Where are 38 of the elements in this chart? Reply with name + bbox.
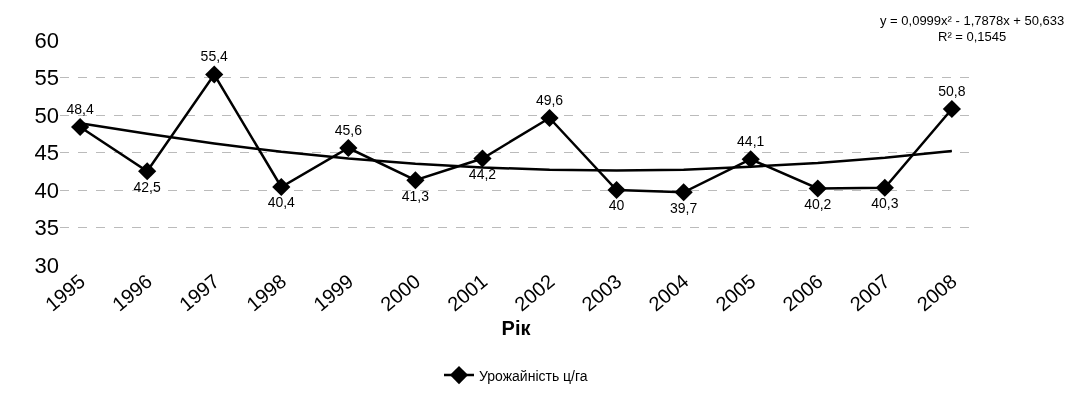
x-axis-title: Рік <box>501 317 532 340</box>
text: y = 0,0999x² - 1,7878x + 50,633 <box>880 13 1065 28</box>
point <box>339 138 358 158</box>
y-tick-label: 55 <box>34 65 59 91</box>
data-label: 50,8 <box>938 82 966 99</box>
y-tick-label: 35 <box>34 215 59 241</box>
point <box>473 149 492 168</box>
data-label: 55,4 <box>200 48 229 65</box>
data-label: 44,1 <box>737 133 765 149</box>
data-label: 45,6 <box>334 121 363 138</box>
point <box>674 183 693 202</box>
point <box>808 179 827 198</box>
y-tick-label: 60 <box>34 27 59 53</box>
point <box>607 180 626 200</box>
data-label: 48,4 <box>66 100 94 117</box>
y-tick-label: 40 <box>34 177 59 203</box>
y-tick-label: 45 <box>34 140 59 166</box>
point <box>741 150 760 169</box>
data-label: 40,3 <box>871 195 899 211</box>
data-label: 40,2 <box>804 195 832 212</box>
point <box>406 171 425 190</box>
point <box>875 178 894 197</box>
annotation: R² = 0,1545 <box>938 29 1007 44</box>
data-label: 44,2 <box>468 165 497 182</box>
data-label: 41,3 <box>401 187 430 204</box>
data-label: 39,7 <box>670 199 698 216</box>
point <box>138 162 157 181</box>
data-label: 40 <box>608 197 625 214</box>
legend-label: Урожайність ц/га <box>479 367 588 384</box>
point <box>205 65 224 84</box>
y-tick-label: 50 <box>34 102 59 128</box>
data-label: 49,6 <box>535 91 564 108</box>
point <box>540 108 559 128</box>
data-label: 42,5 <box>133 178 162 195</box>
data-label: 40,4 <box>267 194 296 211</box>
point <box>942 99 961 119</box>
y-tick-label: 30 <box>34 252 59 278</box>
point <box>272 177 291 197</box>
